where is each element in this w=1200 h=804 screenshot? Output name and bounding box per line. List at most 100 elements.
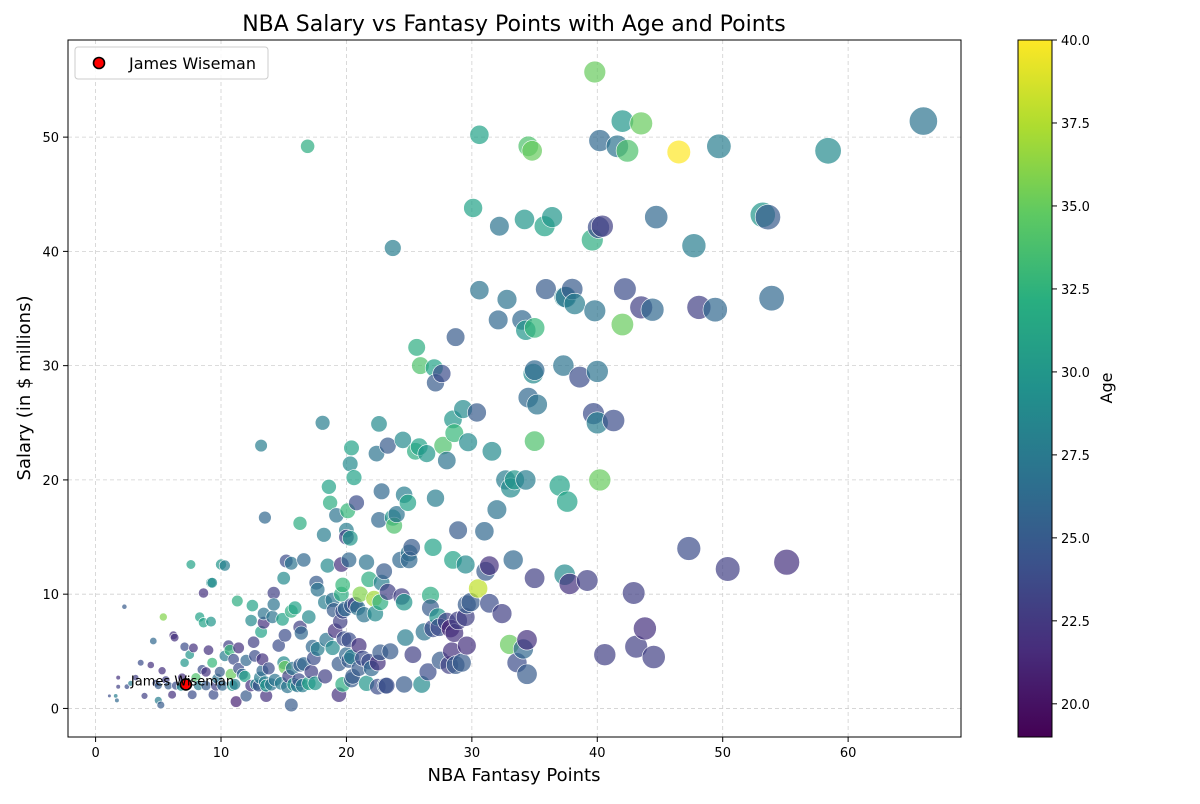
colorbar-tick-label: 22.5 (1061, 615, 1090, 630)
y-tick-label: 20 (42, 474, 59, 489)
data-point (407, 338, 426, 357)
data-point (479, 555, 500, 576)
data-point (314, 415, 331, 431)
data-point (322, 494, 338, 511)
data-point (198, 587, 209, 599)
data-point (247, 635, 260, 649)
data-point (602, 409, 626, 432)
data-point (395, 593, 414, 612)
colorbar-tick-label: 32.5 (1061, 283, 1090, 298)
x-tick-label: 0 (91, 746, 99, 761)
data-point (633, 616, 657, 641)
data-point (426, 488, 445, 508)
data-point (444, 423, 464, 443)
data-point (488, 309, 509, 331)
y-tick-label: 40 (42, 245, 59, 260)
y-tick-label: 30 (42, 360, 59, 375)
data-point (319, 557, 336, 574)
data-point (524, 430, 546, 452)
y-axis-title: Salary (in $ millions) (14, 296, 35, 481)
colorbar-ticks: 20.0 22.5 25.0 27.5 30.0 32.5 35.0 37.5 40.0 (1052, 34, 1090, 713)
data-point (114, 697, 120, 704)
colorbar-tick-label: 40.0 (1061, 34, 1090, 49)
data-point (535, 278, 557, 300)
data-point (418, 662, 438, 682)
data-point (469, 280, 490, 301)
data-point (502, 549, 524, 571)
data-point (107, 693, 112, 699)
data-point (156, 700, 166, 710)
data-point (468, 578, 489, 599)
highlight-point (179, 678, 193, 691)
data-point (516, 663, 538, 685)
y-tick-label: 0 (51, 702, 59, 717)
data-point (758, 285, 785, 312)
data-point (255, 652, 270, 666)
data-point (228, 678, 241, 691)
data-point (284, 697, 299, 713)
data-point (345, 469, 363, 486)
data-point (230, 695, 243, 708)
data-point (644, 205, 669, 230)
data-point (402, 538, 421, 557)
data-point (458, 432, 478, 452)
data-point (474, 521, 495, 542)
data-point (457, 635, 477, 656)
data-point (467, 402, 487, 423)
data-point (403, 645, 422, 664)
data-point (205, 615, 217, 628)
y-tick-label: 10 (42, 588, 59, 603)
data-point (340, 551, 358, 569)
data-point (170, 632, 180, 643)
data-point (378, 676, 396, 695)
data-point (583, 299, 606, 322)
data-point (463, 198, 483, 218)
data-point (266, 597, 281, 612)
data-point (676, 536, 701, 561)
data-point (244, 614, 258, 627)
data-point (489, 216, 510, 237)
data-point (373, 482, 391, 500)
data-point (239, 689, 253, 703)
data-point (576, 569, 599, 592)
data-point (343, 439, 360, 457)
legend-label: James Wiseman (128, 54, 256, 73)
chart-title: NBA Salary vs Fantasy Points with Age an… (242, 12, 786, 37)
colorbar-tick-label: 37.5 (1061, 117, 1090, 132)
data-point (384, 239, 402, 257)
data-point (276, 571, 291, 586)
data-point (393, 430, 412, 449)
data-point (218, 559, 231, 572)
data-point (615, 139, 640, 163)
plot-frame (67, 39, 962, 738)
x-tick-label: 10 (213, 746, 230, 761)
data-point (232, 641, 245, 655)
legend-box (74, 46, 269, 80)
data-point (187, 689, 198, 700)
data-point (588, 468, 612, 492)
colorbar-gradient (1017, 39, 1053, 738)
data-point (375, 562, 393, 580)
data-point (159, 612, 168, 622)
colorbar-tick-label: 30.0 (1061, 366, 1090, 381)
data-point (203, 644, 215, 656)
highlight-annotation: James Wiseman (130, 674, 234, 689)
data-point (526, 393, 548, 416)
data-point (446, 327, 466, 347)
data-point (541, 206, 563, 228)
y-tick-label: 50 (42, 131, 59, 146)
data-point (157, 666, 167, 676)
data-point (432, 364, 452, 384)
data-point (469, 124, 490, 145)
data-point (185, 559, 196, 570)
data-point (521, 140, 543, 162)
data-point (583, 60, 606, 84)
legend-marker (92, 56, 106, 70)
data-point (179, 641, 190, 652)
data-point (277, 628, 292, 643)
data-point (266, 586, 281, 600)
data-point (296, 552, 312, 568)
data-point (622, 581, 646, 605)
